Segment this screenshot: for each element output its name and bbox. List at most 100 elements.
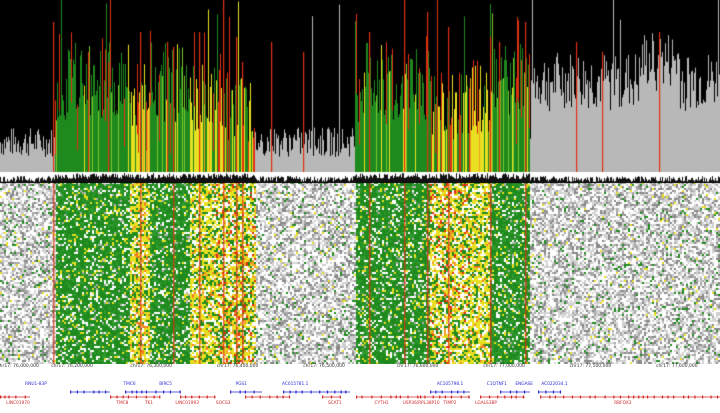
gene-exon — [214, 396, 215, 399]
gene-exon — [451, 391, 452, 394]
gene-exon — [240, 391, 241, 394]
ruler-tick-label: chr17: 76,400,000 — [217, 364, 259, 369]
gene-exon — [302, 391, 303, 394]
ruler-tick-label: chr17: 76,000,000 — [0, 364, 39, 369]
gene-exon — [83, 391, 84, 394]
gene-exon — [396, 396, 397, 399]
gene-exon — [245, 391, 246, 394]
ruler-tick-label: chr17: 76,600,000 — [397, 364, 439, 369]
gene-exon — [93, 391, 94, 394]
gene-exon — [468, 396, 469, 399]
gene-exon — [191, 396, 192, 399]
genomic-ruler: chr17: 76,000,000 chr17: 76,200,000 chr17:… — [0, 364, 720, 376]
gene-label[interactable]: BIRC5 — [159, 382, 172, 387]
gene-exon — [545, 391, 546, 394]
gene-exon — [381, 396, 382, 399]
gene-exon — [136, 391, 137, 394]
gene-exon — [390, 396, 391, 399]
heatmap-track[interactable] — [0, 182, 720, 366]
gene-exon — [516, 391, 517, 394]
gene-exon — [170, 391, 171, 394]
gene-label[interactable]: LINC01993 — [175, 401, 199, 406]
gene-label[interactable]: SOCS3 — [216, 401, 231, 406]
gene-label[interactable]: CYTH1 — [375, 401, 389, 406]
gene-exon — [254, 391, 255, 394]
gene-exon — [70, 391, 71, 394]
gene-label[interactable]: AC105798.1 — [437, 382, 463, 387]
gene-exon — [331, 396, 332, 399]
gene-label[interactable]: TMC8 — [116, 401, 128, 406]
gene-label[interactable]: SCAT1 — [328, 401, 342, 406]
gene-exon — [146, 396, 147, 399]
gene-exon — [510, 391, 511, 394]
ruler-tick-label: chr17: 76,500,000 — [303, 364, 345, 369]
gene-exon — [277, 396, 278, 399]
gene-label[interactable]: AC022034.1 — [541, 382, 567, 387]
gene-models — [0, 376, 720, 413]
gene-exon — [290, 391, 291, 394]
gene-exon — [123, 396, 124, 399]
gene-exon — [563, 396, 564, 399]
coverage-track[interactable] — [0, 0, 720, 186]
gene-exon — [643, 396, 644, 399]
gene-label[interactable]: TK1 — [145, 401, 153, 406]
gene-exon — [435, 391, 436, 394]
gene-label[interactable]: C1QTNF1 — [487, 382, 507, 387]
gene-exon — [230, 391, 231, 394]
gene-exon — [128, 396, 129, 399]
gene-exon — [500, 391, 501, 394]
gene-exon — [489, 396, 490, 399]
gene-label[interactable]: TIMP2 — [444, 401, 457, 406]
gene-exon — [154, 396, 155, 399]
gene-exon — [356, 396, 357, 399]
gene-label[interactable]: AC015781.1 — [282, 382, 308, 387]
gene-annotation-track: RNU1-83P TMC6 BIRC5 PGS1 AC015781.1 AC105798.… — [0, 376, 720, 413]
gene-exon — [260, 396, 261, 399]
gene-exon — [185, 396, 186, 399]
gene-exon — [98, 391, 99, 394]
ruler-tick-label: chr17: 77,600,000 — [656, 364, 698, 369]
ruler-tick-label: chr17: 76,200,000 — [51, 364, 93, 369]
gene-exon — [125, 391, 126, 394]
gene-label[interactable]: USP36/RPL38P10 — [403, 401, 440, 406]
gene-exon — [146, 391, 147, 394]
gene-label[interactable]: PGS1 — [235, 382, 246, 387]
gene-exon — [163, 391, 164, 394]
gene-exon — [439, 396, 440, 399]
gene-exon — [580, 396, 581, 399]
gene-label[interactable]: TMC6 — [124, 382, 136, 387]
gene-exon — [110, 396, 111, 399]
gene-exon — [638, 396, 639, 399]
gene-exon — [199, 396, 200, 399]
gene-label[interactable]: RBFOX3 — [614, 401, 631, 406]
gene-exon — [605, 396, 606, 399]
gene-exon — [524, 391, 525, 394]
gene-exon — [311, 391, 312, 394]
gene-exon — [538, 391, 539, 394]
gene-exon — [0, 396, 1, 399]
gene-exon — [523, 396, 524, 399]
gene-exon — [457, 391, 458, 394]
gene-exon — [595, 396, 596, 399]
gene-exon — [451, 396, 452, 399]
gene-label[interactable]: ENGASE — [515, 382, 533, 387]
gene-exon — [683, 396, 684, 399]
ruler-tick-label: chr17: 76,300,000 — [130, 364, 172, 369]
gene-exon — [463, 391, 464, 394]
gene-exon — [180, 391, 181, 394]
gene-label[interactable]: LGALS3BP — [475, 401, 497, 406]
gene-exon — [540, 396, 541, 399]
gene-exon — [702, 396, 703, 399]
gene-exon — [694, 396, 695, 399]
gene-exon — [207, 396, 208, 399]
gene-exon — [667, 396, 668, 399]
gene-exon — [628, 396, 629, 399]
gene-exon — [289, 396, 290, 399]
gene-label[interactable]: RNU1-83P — [25, 382, 47, 387]
gene-exon — [400, 396, 401, 399]
gene-exon — [590, 396, 591, 399]
gene-label[interactable]: LINC01970 — [6, 401, 30, 406]
gene-exon — [295, 391, 296, 394]
gene-exon — [407, 396, 408, 399]
gene-exon — [424, 396, 425, 399]
